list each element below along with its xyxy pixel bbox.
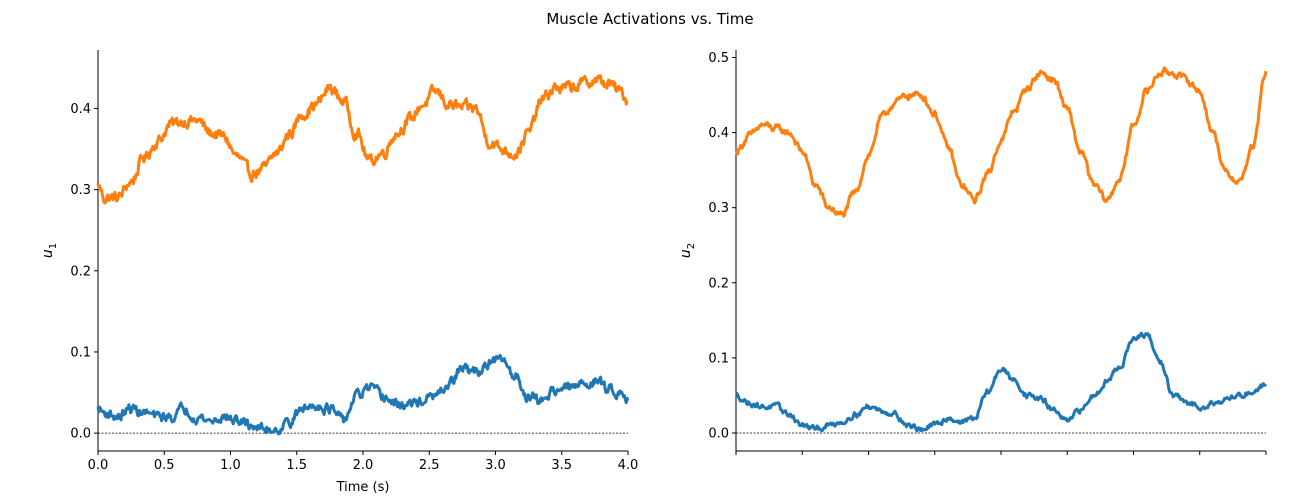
x-tick-label: 1.0 — [220, 458, 241, 473]
y-tick-label: 0.3 — [70, 183, 91, 198]
y-axis-label: u1 — [40, 243, 59, 258]
y-axis-label-symbol: u — [40, 249, 56, 258]
x-tick-label: 3.5 — [551, 458, 572, 473]
y-tick-label: 0.0 — [708, 426, 729, 441]
y-axis-label-subscript: 2 — [686, 243, 697, 249]
y-tick-label: 0.1 — [70, 345, 91, 360]
y-tick-label: 0.3 — [708, 201, 729, 216]
y-axis-label: u2 — [678, 243, 697, 258]
x-axis-label: Time (s) — [336, 480, 390, 495]
x-tick-label: 2.5 — [419, 458, 440, 473]
x-tick-label: 4.0 — [618, 458, 639, 473]
x-tick-label: 0.0 — [88, 458, 109, 473]
x-tick-label: 2.0 — [353, 458, 374, 473]
y-tick-label: 0.0 — [70, 427, 91, 442]
y-tick-label: 0.5 — [708, 51, 729, 66]
y-axis-label-symbol: u — [678, 249, 694, 258]
y-axis-label-subscript: 1 — [48, 243, 59, 249]
subplot-u2: 0.0 0.1 0.2 0.3 0.4 0.5 u2 — [678, 50, 1268, 455]
y-tick-label: 0.1 — [708, 351, 729, 366]
y-tick-label: 0.2 — [708, 276, 729, 291]
series-line-1 — [734, 331, 1268, 433]
series-line-0 — [96, 74, 629, 205]
x-tick-label: 0.5 — [154, 458, 175, 473]
y-tick-label: 0.4 — [70, 102, 91, 117]
x-tick-label: 1.5 — [286, 458, 307, 473]
figure-title: Muscle Activations vs. Time — [546, 10, 753, 28]
subplot-u1: 0.0 0.1 0.2 0.3 0.4 0.0 0.5 1.0 1.5 2.0 2.5 3.0 3.5 4… — [40, 50, 638, 495]
y-tick-label: 0.2 — [70, 264, 91, 279]
series-line-1 — [96, 353, 630, 436]
series-line-0 — [734, 66, 1268, 218]
y-tick-label: 0.4 — [708, 126, 729, 141]
x-tick-label: 3.0 — [485, 458, 506, 473]
